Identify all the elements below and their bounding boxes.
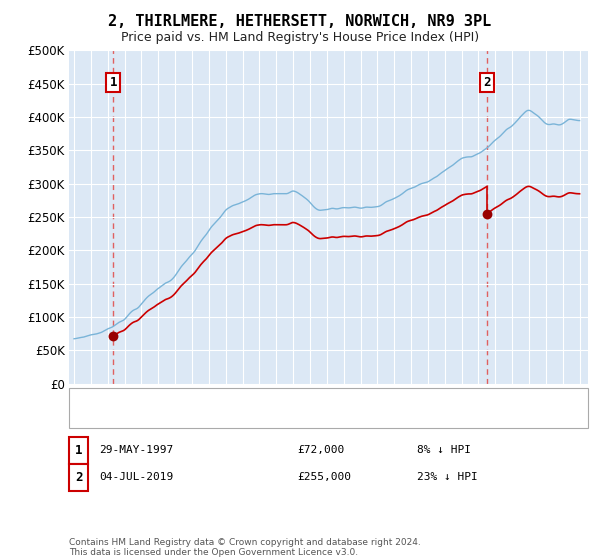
- Text: 23% ↓ HPI: 23% ↓ HPI: [417, 472, 478, 482]
- Text: HPI: Average price, detached house, South Norfolk: HPI: Average price, detached house, Sout…: [117, 412, 381, 422]
- Text: £255,000: £255,000: [297, 472, 351, 482]
- Text: 1: 1: [75, 444, 82, 457]
- Text: 2, THIRLMERE, HETHERSETT, NORWICH, NR9 3PL (detached house): 2, THIRLMERE, HETHERSETT, NORWICH, NR9 3…: [117, 394, 466, 404]
- Text: £72,000: £72,000: [297, 445, 344, 455]
- Text: 2, THIRLMERE, HETHERSETT, NORWICH, NR9 3PL: 2, THIRLMERE, HETHERSETT, NORWICH, NR9 3…: [109, 14, 491, 29]
- Point: [482, 209, 491, 218]
- Text: 8% ↓ HPI: 8% ↓ HPI: [417, 445, 471, 455]
- Text: 2: 2: [483, 76, 491, 89]
- Text: 29-MAY-1997: 29-MAY-1997: [99, 445, 173, 455]
- Text: Price paid vs. HM Land Registry's House Price Index (HPI): Price paid vs. HM Land Registry's House …: [121, 31, 479, 44]
- Point: [109, 331, 118, 340]
- Text: 04-JUL-2019: 04-JUL-2019: [99, 472, 173, 482]
- Text: 2: 2: [75, 470, 82, 484]
- Text: 1: 1: [110, 76, 117, 89]
- Text: Contains HM Land Registry data © Crown copyright and database right 2024.
This d: Contains HM Land Registry data © Crown c…: [69, 538, 421, 557]
